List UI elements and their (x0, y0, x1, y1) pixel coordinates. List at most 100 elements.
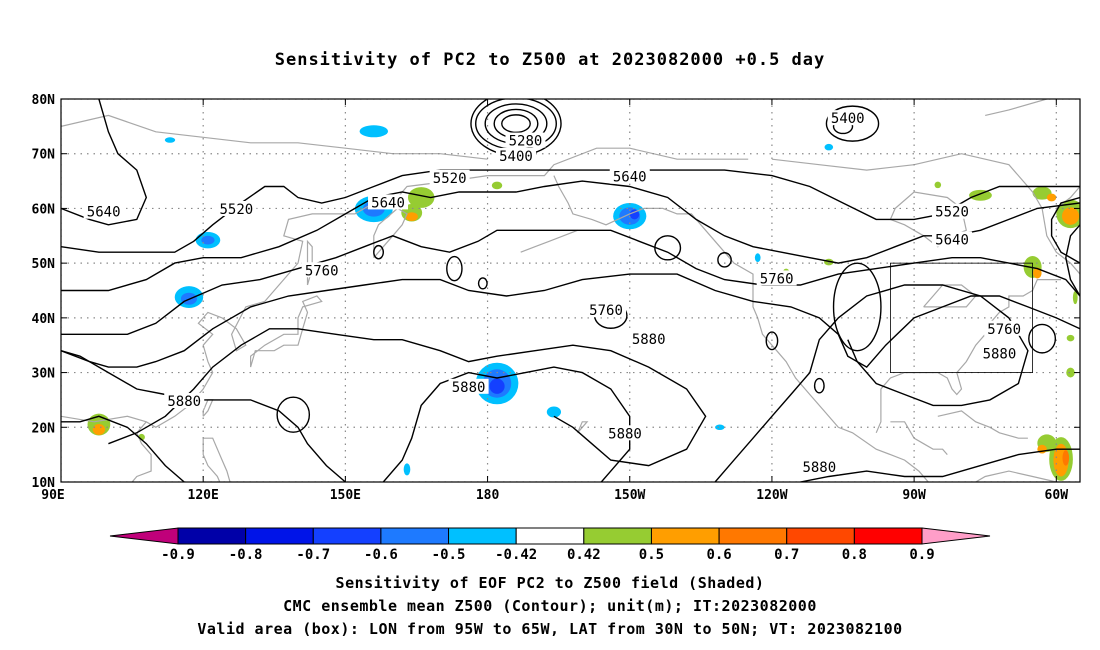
longitude-label: 120E (188, 488, 219, 503)
z500-contour (765, 331, 779, 351)
colorbar-label: 0.5 (639, 547, 664, 563)
colorbar-segment (650, 527, 720, 545)
contour-label-background (979, 345, 1020, 361)
colorbar-label: -0.8 (229, 547, 263, 563)
contour-label: 5880 (608, 426, 642, 442)
latitude-label: 10N (32, 476, 56, 491)
z500-contour (501, 114, 531, 134)
shading-patch (405, 212, 418, 222)
shading-patch (1062, 450, 1070, 466)
colorbar-label: 0.8 (842, 547, 867, 563)
shading-patch (1066, 367, 1075, 378)
contour-label: 5640 (87, 205, 121, 221)
z500-contour (800, 448, 1080, 482)
valid-area-box (890, 262, 1034, 373)
longitude-label: 90E (41, 488, 64, 503)
latitude-labels: 80N 70N 60N 50N 40N 30N 20N 10N (32, 93, 1080, 491)
coastline (975, 470, 1071, 482)
z500-contour (61, 180, 1080, 292)
caption-shading: Sensitivity of EOF PC2 to Z500 field (Sh… (335, 574, 765, 592)
contour-label-background (301, 262, 342, 278)
colorbar-segment (245, 527, 314, 545)
contour-label-background (799, 459, 840, 475)
contour-label-background (216, 200, 257, 216)
shading-patch (754, 253, 761, 263)
colorbar-low-arrow (109, 527, 179, 545)
latitude-label: 70N (32, 148, 56, 163)
shading-patch (969, 189, 992, 201)
contour-label: 5280 (509, 134, 543, 150)
coastline (487, 147, 749, 177)
shading-patch (403, 463, 411, 476)
z500-contour (61, 229, 1080, 335)
contour-label: 5640 (371, 195, 405, 211)
longitude-label: 180 (476, 488, 500, 503)
shading-patch (491, 181, 503, 190)
contour-label-background (932, 203, 973, 219)
longitude-label: 150E (330, 488, 361, 503)
contour-label: 5880 (632, 332, 666, 348)
longitude-labels: 90E 120E 150E 180 150W 120W 90W 60W (41, 99, 1068, 503)
contour-label-background (609, 168, 650, 184)
coastline (553, 175, 929, 482)
contour-label-background (984, 320, 1025, 336)
latitude-label: 50N (32, 257, 56, 272)
coastline (577, 421, 589, 434)
coastline (985, 99, 1051, 116)
contour-label-background (368, 194, 409, 210)
contour-label: 5760 (987, 322, 1021, 338)
z500-contour (717, 252, 732, 268)
colorbar-label: -0.5 (432, 547, 466, 563)
z500-contour (477, 277, 488, 290)
contour-label-background (932, 231, 973, 247)
z500-contour (714, 284, 1029, 482)
z500-contour (61, 99, 148, 226)
z500-contour (108, 328, 707, 467)
shading-patch (1046, 193, 1057, 202)
map-frame (60, 98, 1081, 483)
contour-label-background (429, 169, 470, 185)
z500-contours (61, 99, 1080, 482)
z500-contour (1065, 224, 1080, 297)
contour-label-background (605, 425, 646, 441)
coastline (937, 410, 1028, 439)
z500-contour (1028, 323, 1057, 354)
colorbar-segment (583, 527, 652, 545)
contour-label: 5880 (167, 394, 201, 410)
z500-contour (61, 415, 185, 482)
z500-contour (276, 396, 311, 433)
coastline (202, 437, 231, 482)
contour-label-background (448, 378, 489, 394)
colorbar-label: -0.9 (161, 547, 195, 563)
contour-label-background (505, 132, 546, 148)
latitude-label: 30N (32, 367, 56, 382)
shading-patch (824, 143, 834, 151)
colorbar-label: -0.42 (495, 547, 537, 563)
colorbar-segment (786, 527, 855, 545)
coastline (890, 421, 948, 455)
contour-label: 5400 (831, 111, 865, 127)
latitude-label: 20N (32, 421, 56, 436)
longitude-label: 150W (614, 488, 645, 503)
shading-patch (1066, 334, 1075, 342)
colorbar-segment (515, 527, 585, 545)
contour-label: 5640 (935, 233, 969, 249)
z500-contour (373, 244, 384, 260)
z500-contour (832, 262, 882, 352)
shading-patch (407, 187, 435, 208)
dotted-graticule (61, 99, 1080, 482)
colorbar-segment (718, 527, 788, 545)
contour-label-background (628, 331, 669, 347)
caption-contour: CMC ensemble mean Z500 (Contour); unit(m… (283, 597, 817, 615)
coastline (131, 421, 152, 482)
colorbar-segment (177, 527, 247, 545)
contour-label-background (495, 147, 536, 163)
coastline (889, 191, 967, 248)
colorbar-label: 0.42 (567, 547, 601, 563)
contour-label-background (164, 393, 205, 409)
contour-label: 5760 (305, 263, 339, 279)
contour-label-background (586, 302, 627, 318)
contour-label-background (756, 270, 797, 286)
